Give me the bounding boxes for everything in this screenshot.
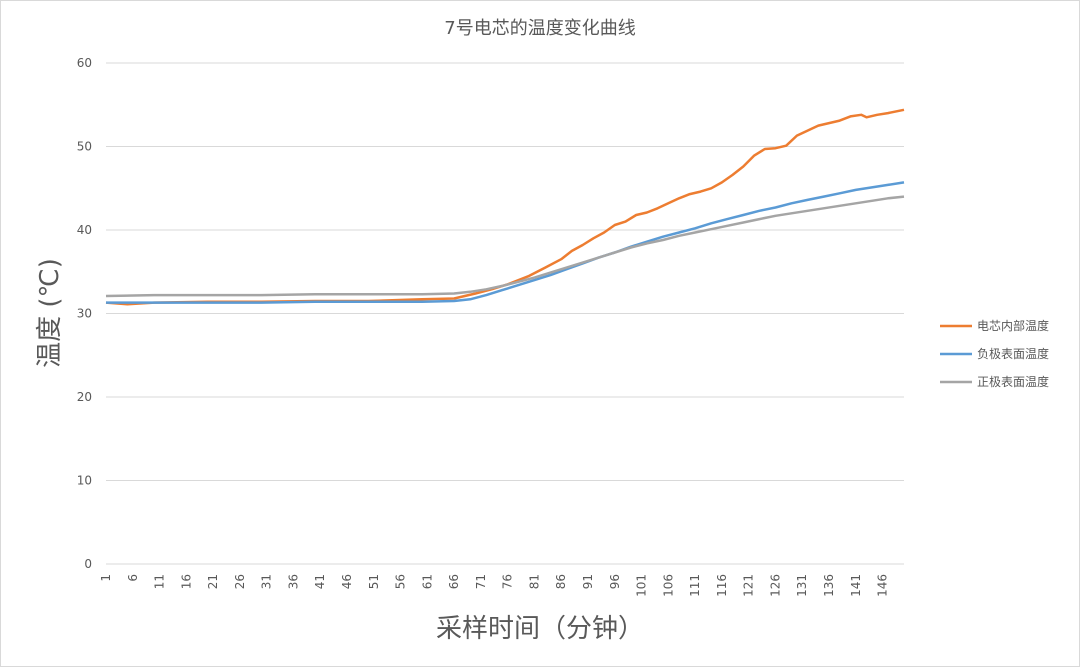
x-tick-label: 116 — [715, 574, 729, 597]
x-axis-ticks: 1 6 11 16 21 26 31 36 41 46 51 56 61 66 71 76 81 86 91 96 10… — [99, 574, 890, 597]
x-axis-title: 采样时间（分钟） — [436, 614, 644, 644]
x-tick-label: 46 — [340, 574, 354, 589]
x-tick-label: 111 — [688, 574, 702, 597]
y-tick-label: 30 — [77, 307, 92, 321]
chart-title: 7号电芯的温度变化曲线 — [444, 18, 635, 39]
y-tick-label: 20 — [77, 390, 92, 404]
x-tick-label: 136 — [822, 574, 836, 597]
x-tick-label: 76 — [501, 574, 515, 589]
y-tick-label: 50 — [77, 140, 92, 154]
x-tick-label: 121 — [742, 574, 756, 597]
x-tick-label: 6 — [126, 574, 140, 582]
x-tick-label: 36 — [286, 574, 300, 589]
legend-label: 电芯内部温度 — [977, 318, 1049, 333]
x-tick-label: 91 — [581, 574, 595, 589]
x-tick-label: 126 — [768, 574, 782, 597]
x-tick-label: 21 — [206, 574, 220, 589]
y-axis-ticks: 0 10 20 30 40 50 60 — [77, 56, 92, 571]
x-tick-label: 31 — [260, 574, 274, 589]
x-tick-label: 66 — [447, 574, 461, 589]
x-tick-label: 61 — [420, 574, 434, 589]
x-tick-label: 131 — [795, 574, 809, 597]
x-tick-label: 96 — [608, 574, 622, 589]
x-tick-label: 71 — [474, 574, 488, 589]
x-tick-label: 86 — [554, 574, 568, 589]
legend-label: 正极表面温度 — [977, 374, 1049, 389]
x-tick-label: 41 — [313, 574, 327, 589]
series-line — [105, 108, 905, 306]
y-tick-label: 10 — [77, 474, 92, 488]
y-tick-label: 40 — [77, 223, 92, 237]
x-tick-label: 51 — [367, 574, 381, 589]
x-tick-label: 141 — [849, 574, 863, 597]
x-tick-label: 106 — [661, 574, 675, 597]
gridlines — [106, 62, 904, 565]
series-line — [105, 195, 905, 298]
y-tick-label: 0 — [84, 557, 92, 571]
x-tick-label: 1 — [99, 574, 113, 582]
x-tick-label: 81 — [527, 574, 541, 589]
x-tick-label: 56 — [394, 574, 408, 589]
x-tick-label: 146 — [876, 574, 890, 597]
x-tick-label: 26 — [233, 574, 247, 589]
legend-label: 负极表面温度 — [977, 346, 1049, 361]
series-lines — [105, 108, 905, 306]
x-tick-label: 16 — [179, 574, 193, 589]
x-tick-label: 101 — [635, 574, 649, 597]
x-tick-label: 11 — [153, 574, 167, 589]
y-axis-title: 温度 (℃) — [35, 258, 65, 368]
y-tick-label: 60 — [77, 56, 92, 70]
